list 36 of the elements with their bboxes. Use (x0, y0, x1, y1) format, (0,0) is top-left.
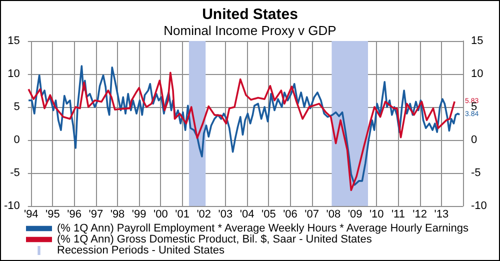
x-tick-label: '02 (196, 208, 212, 220)
x-tick-label: '13 (434, 208, 449, 220)
x-tick-label: '09 (348, 208, 362, 220)
chart-subtitle: Nominal Income Proxy v GDP (164, 23, 336, 38)
x-tick-label: '08 (326, 208, 341, 220)
x-tick-label: '95 (46, 208, 60, 220)
x-tick-label: '99 (132, 208, 146, 220)
y-tick-label: -10 (4, 200, 20, 212)
y2-tick-label: -5 (471, 167, 481, 179)
y2-tick-label: 15 (471, 35, 484, 47)
x-tick-label: '06 (283, 208, 298, 220)
x-tick-label: '04 (240, 208, 254, 220)
y-tick-label: 15 (8, 35, 20, 47)
x-tick-label: '07 (304, 208, 320, 220)
x-tick-label: '96 (67, 208, 82, 220)
legend-label: (% 1Q Ann) Gross Domestic Product, Bil. $, Saar - United States (57, 234, 372, 246)
y2-tick-label: 0 (471, 134, 478, 146)
chart-title: United States (202, 6, 298, 23)
legend-label: (% 1Q Ann) Payroll Employment * Average Weekly Hours * Average Hourly Earnings (57, 222, 469, 234)
x-tick-label: '01 (175, 208, 190, 220)
y2-tick-label: 10 (471, 68, 484, 80)
x-tick-label: '11 (391, 208, 405, 220)
x-tick-label: '12 (412, 208, 427, 220)
x-tick-label: '00 (154, 208, 168, 220)
legend-label: Recession Periods - United States (57, 244, 226, 256)
y-tick-label: 5 (14, 101, 20, 113)
x-tick-label: '97 (88, 208, 104, 220)
y-tick-label: 0 (14, 134, 20, 146)
x-tick-label: '94 (24, 208, 38, 220)
x-tick-label: '05 (261, 208, 276, 220)
x-tick-label: '98 (110, 208, 125, 220)
y-tick-label: -5 (10, 167, 20, 179)
y2-tick-label: -10 (471, 200, 487, 212)
x-tick-label: '10 (369, 208, 384, 220)
x-tick-label: '03 (218, 208, 233, 220)
y-tick-label: 10 (8, 68, 20, 80)
